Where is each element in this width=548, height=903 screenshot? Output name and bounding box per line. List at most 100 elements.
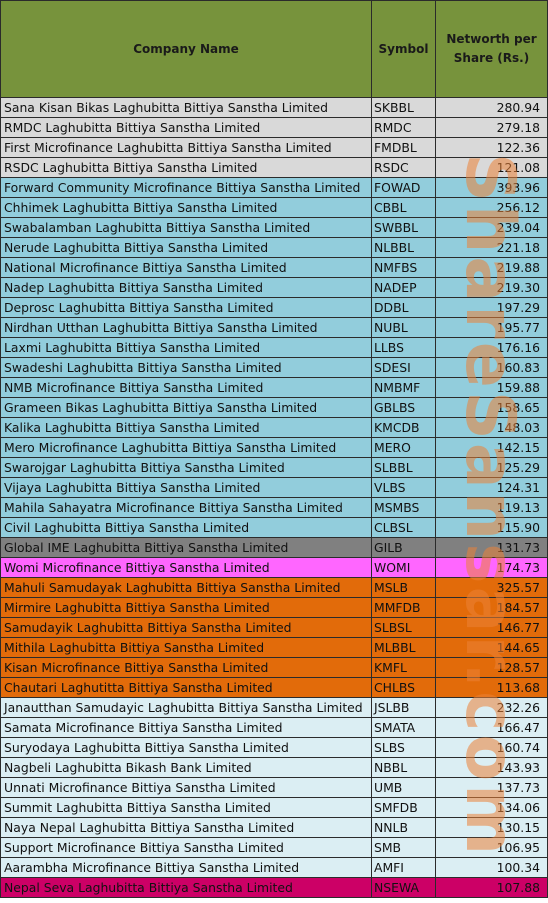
networth-cell: 128.57 bbox=[435, 657, 548, 678]
company-name-cell: Nagbeli Laghubitta Bikash Bank Limited bbox=[0, 757, 372, 778]
table-row: Support Microfinance Bittiya Sanstha Lim… bbox=[0, 837, 548, 858]
networth-cell: 325.57 bbox=[435, 577, 548, 598]
company-name-cell: Vijaya Laghubitta Bittiya Sanstha Limite… bbox=[0, 477, 372, 498]
symbol-cell: NNLB bbox=[371, 817, 436, 838]
networth-cell: 124.31 bbox=[435, 477, 548, 498]
symbol-cell: MSMBS bbox=[371, 497, 436, 518]
company-name-cell: Mahuli Samudayak Laghubitta Bittiya Sans… bbox=[0, 577, 372, 598]
table-row: Nerude Laghubitta Bittiya Sanstha Limite… bbox=[0, 237, 548, 258]
symbol-cell: MMFDB bbox=[371, 597, 436, 618]
networth-cell: 121.08 bbox=[435, 157, 548, 178]
symbol-cell: FOWAD bbox=[371, 177, 436, 198]
symbol-cell: DDBL bbox=[371, 297, 436, 318]
networth-cell: 184.57 bbox=[435, 597, 548, 618]
symbol-cell: NMFBS bbox=[371, 257, 436, 278]
table-row: Summit Laghubitta Bittiya Sanstha Limite… bbox=[0, 797, 548, 818]
company-name-cell: Chhimek Laghubitta Bittiya Sanstha Limit… bbox=[0, 197, 372, 218]
table-row: Swarojgar Laghubitta Bittiya Sanstha Lim… bbox=[0, 457, 548, 478]
symbol-cell: NBBL bbox=[371, 757, 436, 778]
company-name-cell: National Microfinance Bittiya Sanstha Li… bbox=[0, 257, 372, 278]
company-name-cell: Forward Community Microfinance Bittiya S… bbox=[0, 177, 372, 198]
symbol-cell: SLBSL bbox=[371, 617, 436, 638]
networth-cell: 148.03 bbox=[435, 417, 548, 438]
networth-cell: 130.15 bbox=[435, 817, 548, 838]
symbol-cell: SLBS bbox=[371, 737, 436, 758]
symbol-cell: GBLBS bbox=[371, 397, 436, 418]
networth-cell: 174.73 bbox=[435, 557, 548, 578]
networth-cell: 134.06 bbox=[435, 797, 548, 818]
company-name-cell: Deprosc Laghubitta Bittiya Sanstha Limit… bbox=[0, 297, 372, 318]
symbol-cell: SWBBL bbox=[371, 217, 436, 238]
symbol-cell: WOMI bbox=[371, 557, 436, 578]
company-name-cell: First Microfinance Laghubitta Bittiya Sa… bbox=[0, 137, 372, 158]
company-name-cell: NMB Microfinance Bittiya Sanstha Limited bbox=[0, 377, 372, 398]
table-row: RMDC Laghubitta Bittiya Sanstha Limited R… bbox=[0, 117, 548, 138]
networth-cell: 144.65 bbox=[435, 637, 548, 658]
networth-cell: 125.29 bbox=[435, 457, 548, 478]
company-name-cell: Samata Microfinance Bittiya Sanstha Limi… bbox=[0, 717, 372, 738]
symbol-cell: NADEP bbox=[371, 277, 436, 298]
symbol-cell: CBBL bbox=[371, 197, 436, 218]
symbol-cell: FMDBL bbox=[371, 137, 436, 158]
symbol-cell: JSLBB bbox=[371, 697, 436, 718]
company-name-cell: Mirmire Laghubitta Bittiya Sanstha Limit… bbox=[0, 597, 372, 618]
company-name-cell: Global IME Laghubitta Bittiya Sanstha Li… bbox=[0, 537, 372, 558]
table-row: Mithila Laghubitta Bittiya Sanstha Limit… bbox=[0, 637, 548, 658]
networth-cell: 106.95 bbox=[435, 837, 548, 858]
table-row: Forward Community Microfinance Bittiya S… bbox=[0, 177, 548, 198]
company-name-cell: Kalika Laghubitta Bittiya Sanstha Limite… bbox=[0, 417, 372, 438]
table-row: Chhimek Laghubitta Bittiya Sanstha Limit… bbox=[0, 197, 548, 218]
symbol-cell: SMATA bbox=[371, 717, 436, 738]
networth-cell: 119.13 bbox=[435, 497, 548, 518]
table-row: National Microfinance Bittiya Sanstha Li… bbox=[0, 257, 548, 278]
company-name-cell: Nerude Laghubitta Bittiya Sanstha Limite… bbox=[0, 237, 372, 258]
networth-cell: 197.29 bbox=[435, 297, 548, 318]
table-row: Sana Kisan Bikas Laghubitta Bittiya Sans… bbox=[0, 97, 548, 118]
table-row: Kalika Laghubitta Bittiya Sanstha Limite… bbox=[0, 417, 548, 438]
networth-cell: 160.74 bbox=[435, 737, 548, 758]
networth-cell: 393.96 bbox=[435, 177, 548, 198]
company-name-cell: Chautari Laghutitta Bittiya Sanstha Limi… bbox=[0, 677, 372, 698]
table-row: Grameen Bikas Laghubitta Bittiya Sanstha… bbox=[0, 397, 548, 418]
networth-cell: 219.30 bbox=[435, 277, 548, 298]
symbol-cell: KMFL bbox=[371, 657, 436, 678]
networth-cell: 159.88 bbox=[435, 377, 548, 398]
table-row: Swadeshi Laghubitta Bittiya Sanstha Limi… bbox=[0, 357, 548, 378]
table-row: Laxmi Laghubitta Bittiya Sanstha Limited… bbox=[0, 337, 548, 358]
networth-cell: 239.04 bbox=[435, 217, 548, 238]
company-name-cell: Mero Microfinance Laghubitta Bittiya San… bbox=[0, 437, 372, 458]
table-row: Aarambha Microfinance Bittiya Sanstha Li… bbox=[0, 857, 548, 878]
company-name-cell: Laxmi Laghubitta Bittiya Sanstha Limited bbox=[0, 337, 372, 358]
table-row: Mahuli Samudayak Laghubitta Bittiya Sans… bbox=[0, 577, 548, 598]
networth-cell: 219.88 bbox=[435, 257, 548, 278]
networth-cell: 122.36 bbox=[435, 137, 548, 158]
symbol-cell: AMFI bbox=[371, 857, 436, 878]
networth-cell: 146.77 bbox=[435, 617, 548, 638]
table-row: Nirdhan Utthan Laghubitta Bittiya Sansth… bbox=[0, 317, 548, 338]
company-name-cell: Suryodaya Laghubitta Bittiya Sanstha Lim… bbox=[0, 737, 372, 758]
networth-cell: 279.18 bbox=[435, 117, 548, 138]
company-name-cell: Naya Nepal Laghubitta Bittiya Sanstha Li… bbox=[0, 817, 372, 838]
table-row: Mahila Sahayatra Microfinance Bittiya Sa… bbox=[0, 497, 548, 518]
company-name-cell: RMDC Laghubitta Bittiya Sanstha Limited bbox=[0, 117, 372, 138]
table-row: Deprosc Laghubitta Bittiya Sanstha Limit… bbox=[0, 297, 548, 318]
symbol-cell: SKBBL bbox=[371, 97, 436, 118]
networth-cell: 143.93 bbox=[435, 757, 548, 778]
company-name-cell: Grameen Bikas Laghubitta Bittiya Sanstha… bbox=[0, 397, 372, 418]
symbol-cell: UMB bbox=[371, 777, 436, 798]
table-row: Womi Microfinance Bittiya Sanstha Limite… bbox=[0, 557, 548, 578]
networth-cell: 232.26 bbox=[435, 697, 548, 718]
networth-cell: 166.47 bbox=[435, 717, 548, 738]
company-name-cell: Aarambha Microfinance Bittiya Sanstha Li… bbox=[0, 857, 372, 878]
company-name-cell: Samudayik Laghubitta Bittiya Sanstha Lim… bbox=[0, 617, 372, 638]
symbol-cell: CHLBS bbox=[371, 677, 436, 698]
table-row: Janautthan Samudayic Laghubitta Bittiya … bbox=[0, 697, 548, 718]
symbol-header: Symbol bbox=[371, 0, 436, 98]
symbol-cell: SMFDB bbox=[371, 797, 436, 818]
networth-cell: 256.12 bbox=[435, 197, 548, 218]
networth-cell: 142.15 bbox=[435, 437, 548, 458]
table-row: Chautari Laghutitta Bittiya Sanstha Limi… bbox=[0, 677, 548, 698]
symbol-cell: NMBMF bbox=[371, 377, 436, 398]
symbol-cell: SLBBL bbox=[371, 457, 436, 478]
company-name-cell: Civil Laghubitta Bittiya Sanstha Limited bbox=[0, 517, 372, 538]
